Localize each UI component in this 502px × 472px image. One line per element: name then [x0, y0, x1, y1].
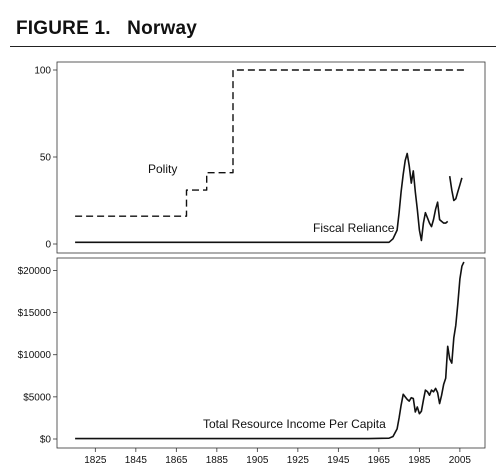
top-line-fiscal-reliance: [75, 152, 449, 244]
top-series: [75, 69, 464, 244]
figure-country: Norway: [127, 18, 197, 39]
bottom-series: [75, 261, 465, 440]
xtick-label: 1845: [125, 455, 148, 466]
bottom-ytick-label: $15000: [18, 308, 52, 319]
panel-bottom: $0$5000$10000$15000$20000 1825 1845 1865 18…: [18, 257, 486, 466]
xtick-label: 2005: [449, 455, 472, 466]
xtick-label: 1925: [287, 455, 310, 466]
title-rule: [10, 46, 496, 47]
xtick-label: 1865: [165, 455, 188, 466]
top-line-polity: [75, 69, 464, 217]
bottom-ytick-label: $5000: [23, 392, 51, 403]
fiscal-reliance-label: Fiscal Reliance: [313, 221, 395, 235]
panel-top: 0 50 100 Polity Fiscal Reliance: [34, 61, 486, 254]
top-y-axis: 0 50 100: [34, 66, 57, 251]
bottom-line-total-resource-income-per-capita: [75, 261, 465, 440]
polity-label: Polity: [148, 162, 177, 176]
xtick-label: 1965: [368, 455, 391, 466]
bottom-x-axis: 1825 1845 1865 1885 1905 1925 1945 1965 1985 2005: [84, 448, 471, 466]
panel-bottom-frame: [56, 257, 486, 449]
xtick-label: 1905: [246, 455, 269, 466]
top-ytick-label: 100: [34, 66, 51, 77]
xtick-label: 1945: [327, 455, 350, 466]
xtick-label: 1825: [84, 455, 107, 466]
resource-income-label: Total Resource Income Per Capita: [203, 417, 386, 431]
figure-title: FIGURE 1. Norway: [16, 18, 197, 40]
xtick-label: 1985: [408, 455, 431, 466]
bottom-ytick-label: $20000: [18, 266, 52, 277]
top-line-series-2: [448, 175, 463, 202]
panel-top-frame: [56, 61, 486, 254]
top-ytick-label: 50: [40, 153, 52, 164]
top-ytick-label: 0: [45, 240, 51, 251]
bottom-y-axis: $0 $5000 $10000 $15000 $20000: [18, 266, 57, 446]
bottom-ytick-label: $0: [40, 435, 52, 446]
bottom-ytick-label: $10000: [18, 350, 52, 361]
figure-label: FIGURE 1.: [16, 18, 111, 39]
xtick-label: 1885: [206, 455, 229, 466]
